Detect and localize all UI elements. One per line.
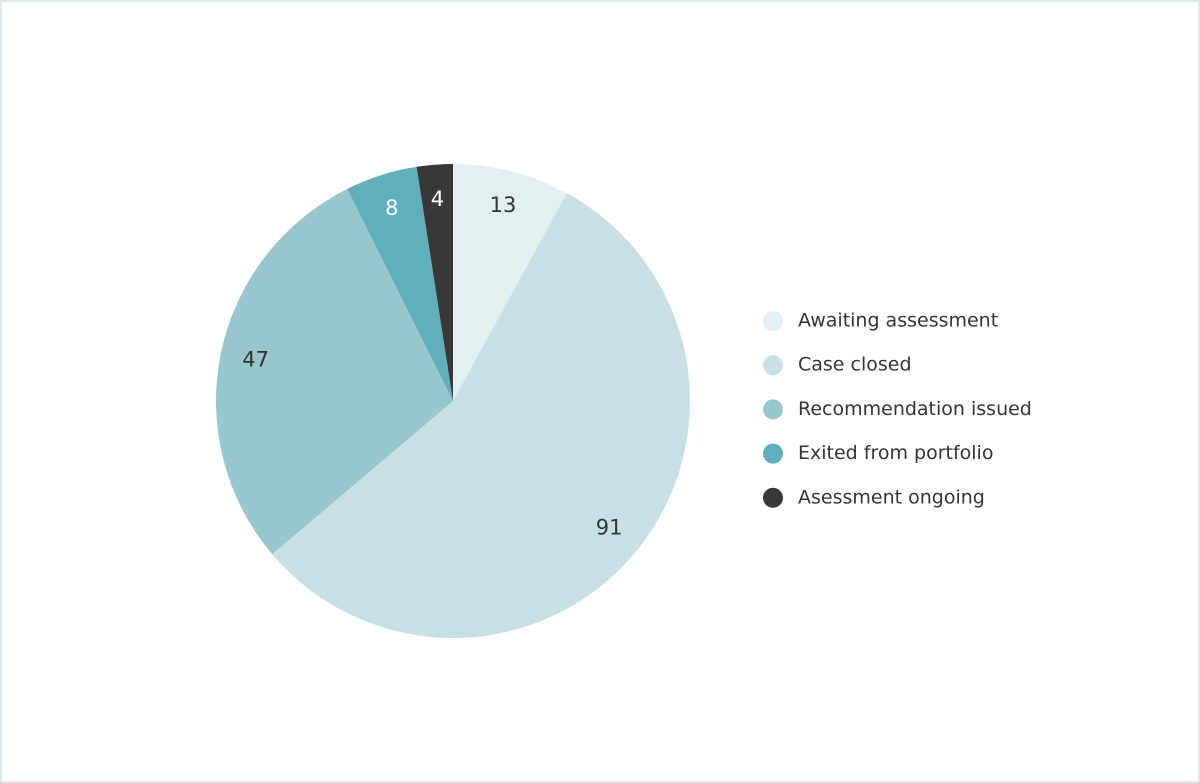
legend-label: Awaiting assessment [798,310,998,332]
legend-label: Exited from portfolio [798,442,993,464]
slice-label: 13 [490,193,517,217]
legend-marker [763,355,783,376]
slice-label: 4 [431,187,444,211]
legend-label: Asessment ongoing [798,486,985,508]
pie-slice [416,164,453,401]
slice-label: 91 [596,515,623,539]
slice-label: 47 [242,348,269,372]
pie-slice [347,166,453,401]
legend-label: Case closed [798,354,912,376]
pie-slice [216,188,453,555]
pie-slice [272,193,690,638]
legend-marker [763,311,783,331]
legend-marker [763,487,783,508]
pie-slice [453,164,567,401]
legend-marker [763,399,783,420]
legend-marker [763,443,783,464]
legend-label: Recommendation issued [798,398,1032,420]
slice-label: 8 [385,196,398,220]
